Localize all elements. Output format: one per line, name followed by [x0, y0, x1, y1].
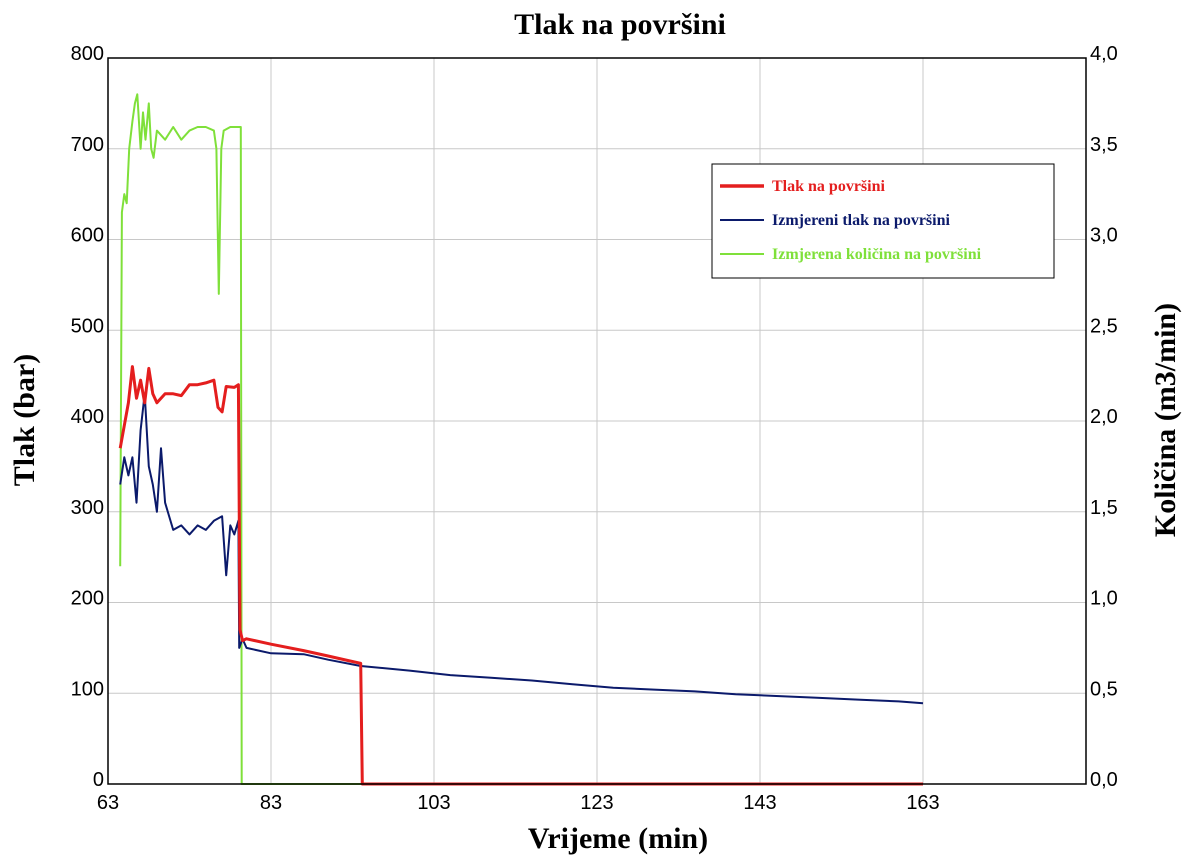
y2-tick-label-0: 0,0 [1090, 769, 1118, 791]
x-tick-label-3: 123 [580, 792, 613, 814]
x-tick-label-5: 163 [906, 792, 939, 814]
x-tick-label-4: 143 [743, 792, 776, 814]
y-tick-label-3: 300 [71, 497, 104, 519]
y-axis-label: Tlak (bar) [8, 354, 41, 487]
series-lines [118, 93, 924, 786]
y-tick-label-2: 200 [71, 588, 104, 610]
y2-tick-label-5: 2,5 [1090, 315, 1118, 337]
y-tick-label-4: 400 [71, 406, 104, 428]
x-tick-label-1: 83 [260, 792, 282, 814]
series-line-2 [119, 93, 923, 785]
x-tick-label-0: 63 [97, 792, 119, 814]
y2-axis-label: Količina (m3/min) [1149, 303, 1182, 537]
y-tick-label-0: 0 [93, 769, 104, 791]
y2-tick-label-2: 1,0 [1090, 588, 1118, 610]
y2-tick-label-7: 3,5 [1090, 134, 1118, 156]
y2-tick-label-1: 0,5 [1090, 678, 1118, 700]
y-tick-label-5: 500 [71, 315, 104, 337]
series-line-1 [119, 392, 924, 705]
legend-label-1: Izmjereni tlak na površini [772, 212, 950, 229]
tick-labels: 63 83 103 123 143 163 0 100 200 300 400 500 600 700 80… [71, 43, 1118, 814]
y-tick-label-6: 600 [71, 225, 104, 247]
y2-tick-label-8: 4,0 [1090, 43, 1118, 65]
chart-title: Tlak na površini [514, 8, 726, 41]
x-axis-label: Vrijeme (min) [528, 822, 708, 855]
plot-area-border [107, 57, 1087, 785]
legend-label-2: Izmjerena količina na površini [772, 246, 982, 263]
y-tick-label-7: 700 [71, 134, 104, 156]
series-line-0 [118, 365, 923, 786]
y2-tick-label-3: 1,5 [1090, 497, 1118, 519]
legend: Tlak na površini Izmjereni tlak na površi… [711, 163, 1055, 279]
legend-label-0: Tlak na površini [772, 178, 885, 195]
y2-tick-label-4: 2,0 [1090, 406, 1118, 428]
y2-tick-label-6: 3,0 [1090, 225, 1118, 247]
x-tick-label-2: 103 [417, 792, 450, 814]
y-tick-label-1: 100 [71, 678, 104, 700]
y-tick-label-8: 800 [71, 43, 104, 65]
legend-box [711, 163, 1055, 279]
